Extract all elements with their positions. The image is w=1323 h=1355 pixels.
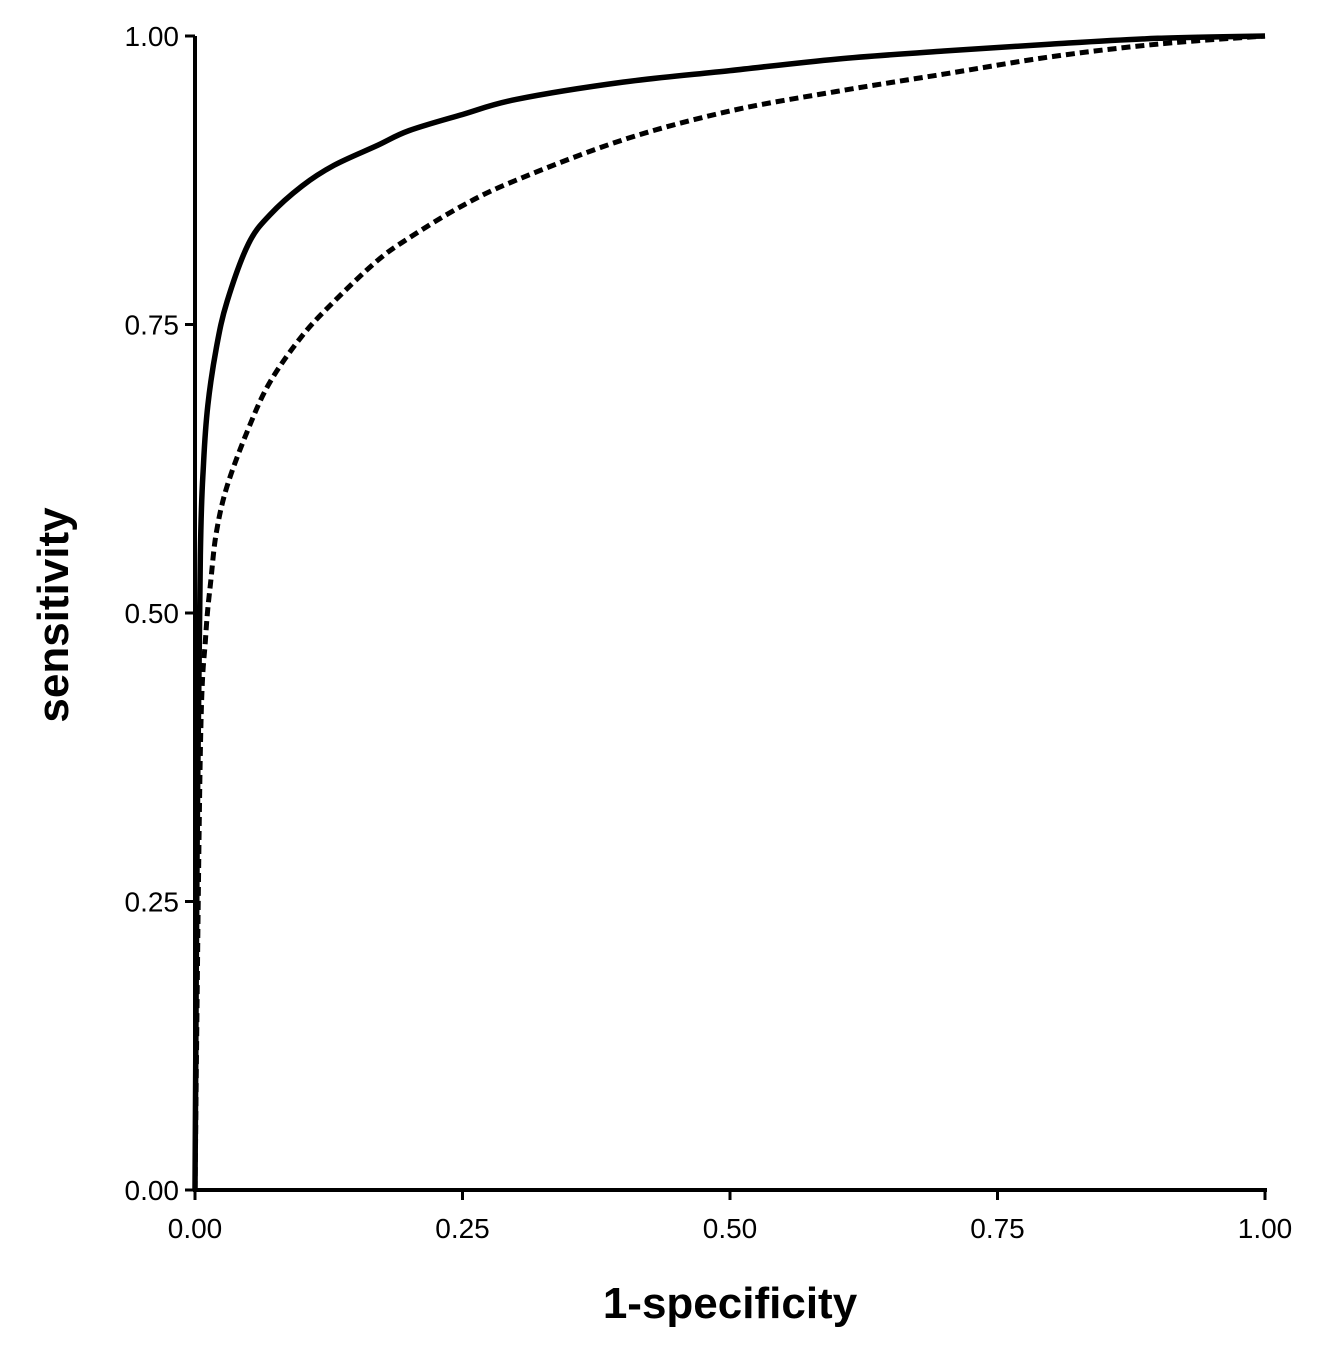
y-tick-label: 0.50 [125,598,180,629]
ticks-layer: 0.00 0.25 0.50 0.75 1.00 0.00 0.25 0.50 0.75 1.00 [125,21,1293,1244]
y-tick-label: 0.00 [125,1175,180,1206]
curves-layer [192,33,1266,1191]
x-tick-label: 0.25 [435,1213,490,1244]
axes-layer [193,36,1267,1192]
series-line-dashed [192,33,1266,1191]
x-tick-label: 1.00 [1238,1213,1293,1244]
y-tick-label: 1.00 [125,21,180,52]
x-axis-title: 1-specificity [603,1279,858,1328]
y-axis-title: sensitivity [29,507,78,723]
x-tick-label: 0.00 [168,1213,223,1244]
x-tick-label: 0.75 [970,1213,1025,1244]
series-line-solid [192,33,1266,1191]
x-tick-label: 0.50 [703,1213,758,1244]
y-tick-label: 0.25 [125,887,180,918]
y-tick-label: 0.75 [125,310,180,341]
